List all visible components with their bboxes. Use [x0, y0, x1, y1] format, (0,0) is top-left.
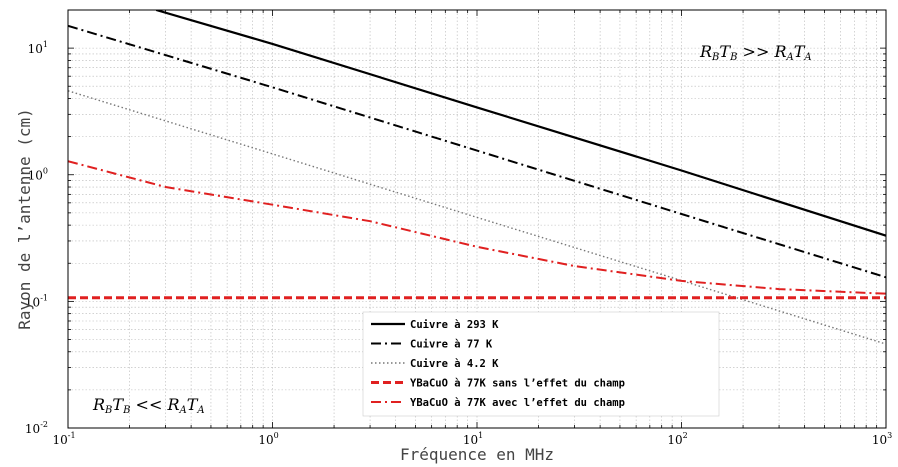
legend-label-5: YBaCuO à 77K avec l’effet du champ	[410, 397, 625, 409]
legend-label-4: YBaCuO à 77K sans l’effet du champ	[410, 378, 625, 390]
y-tick-label: 10-1	[25, 293, 48, 309]
y-tick-label: 10-2	[25, 420, 48, 436]
legend: Cuivre à 293 K Cuivre à 77 K Cuivre à 4.2 …	[362, 311, 720, 417]
series-layer	[68, 10, 886, 345]
y-tick-labels: 10-2 10-1 100 101	[25, 40, 48, 436]
x-tick-labels: 10-1 100 101 102 103	[52, 431, 892, 447]
ticks	[67, 9, 886, 429]
legend-box	[362, 311, 720, 417]
legend-label-3: Cuivre à 4.2 K	[410, 358, 499, 370]
legend-label-2: Cuivre à 77 K	[410, 339, 493, 351]
annotation-low-noise: RBTB << RATA	[92, 395, 205, 416]
x-tick-label: 10-1	[52, 431, 75, 447]
series-line-1	[155, 10, 886, 237]
y-tick-label: 101	[28, 40, 48, 56]
y-axis-title: Rayon de l’antenne (cm)	[15, 108, 34, 330]
x-axis-title: Fréquence en MHz	[400, 445, 554, 464]
x-tick-label: 100	[258, 431, 278, 447]
legend-label-1: Cuivre à 293 K	[410, 319, 499, 331]
y-tick-label: 100	[28, 167, 48, 183]
x-tick-label: 101	[463, 431, 483, 447]
series-line-3	[68, 90, 886, 345]
x-tick-label: 102	[667, 431, 687, 447]
series-line-2	[68, 24, 886, 279]
x-tick-label: 103	[872, 431, 892, 447]
annotation-high-noise: RBTB >> RATA	[699, 42, 812, 63]
